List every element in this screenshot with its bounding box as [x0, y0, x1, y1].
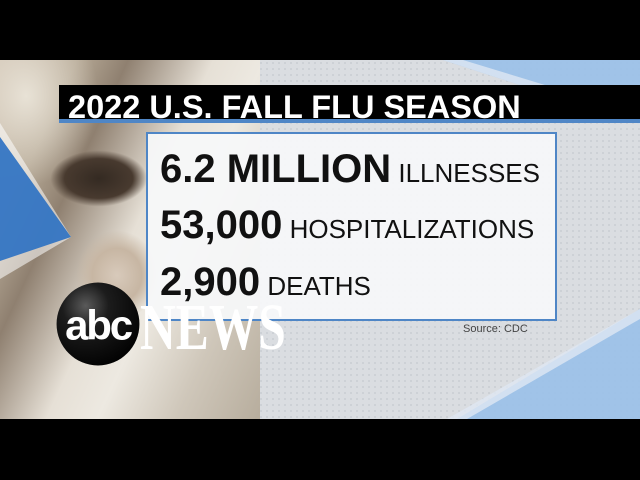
svg-text:abc: abc [65, 301, 133, 348]
